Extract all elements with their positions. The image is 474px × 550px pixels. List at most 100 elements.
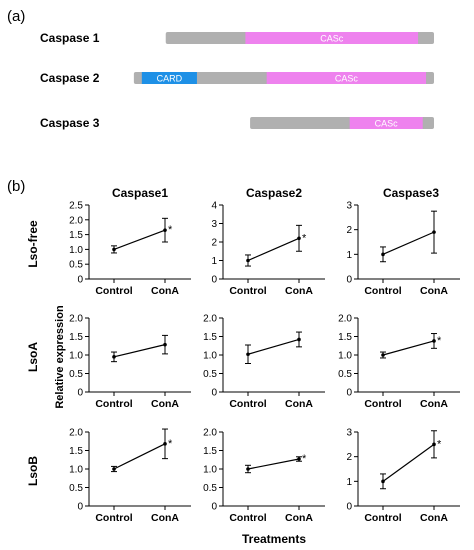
data-point-control-lsoa-caspase1 bbox=[112, 355, 116, 359]
protein-label-caspase-1: Caspase 1 bbox=[40, 31, 100, 45]
x-tick-label-control-lso-free-caspase1: Control bbox=[95, 285, 132, 297]
series-line-lsob-caspase2 bbox=[247, 458, 300, 470]
y-tick-label-lsoa-caspase3-4: 2.0 bbox=[338, 314, 352, 325]
y-tick-label-lso-free-caspase3-0: 0 bbox=[346, 275, 352, 286]
data-point-cona-lso-free-caspase2 bbox=[297, 236, 301, 241]
significance-mark-lsob-caspase3: * bbox=[437, 438, 442, 450]
x-tick-label-cona-lsob-caspase3: ConA bbox=[420, 512, 448, 524]
y-tick-label-lsob-caspase2-4: 2.0 bbox=[203, 428, 217, 439]
y-tick-label-lsob-caspase1-4: 2.0 bbox=[69, 428, 83, 439]
y-tick-label-lsob-caspase1-1: 0.5 bbox=[69, 483, 83, 494]
y-tick-label-lso-free-caspase3-2: 2 bbox=[346, 225, 352, 236]
data-point-control-lso-free-caspase1 bbox=[112, 247, 116, 252]
y-tick-label-lso-free-caspase1-0: 0 bbox=[77, 275, 83, 286]
y-tick-label-lsoa-caspase1-2: 1.0 bbox=[69, 351, 83, 362]
plot-lsob-caspase2: 0 0.5 1.0 1.5 2.0 Control ConA * bbox=[203, 428, 325, 524]
x-tick-label-cona-lsoa-caspase1: ConA bbox=[151, 398, 179, 410]
data-point-cona-lsob-caspase3 bbox=[432, 442, 436, 447]
panel-b-label: (b) bbox=[7, 178, 25, 195]
data-point-cona-lsoa-caspase2 bbox=[297, 337, 301, 342]
y-tick-label-lsob-caspase2-2: 1.0 bbox=[203, 465, 217, 476]
y-tick-label-lsob-caspase2-0: 0 bbox=[211, 502, 217, 513]
y-tick-label-lsob-caspase3-0: 0 bbox=[346, 502, 352, 513]
domain-label-card-caspase-2: CARD bbox=[157, 74, 183, 84]
x-tick-label-control-lsoa-caspase3: Control bbox=[364, 398, 401, 410]
column-title-caspase1: Caspase1 bbox=[112, 186, 168, 200]
significance-mark-lso-free-caspase2: * bbox=[302, 232, 307, 244]
plot-lso-free-caspase1: 0 0.5 1.0 1.5 2.0 2.5 Control ConA * bbox=[69, 201, 191, 297]
data-point-cona-lsob-caspase2 bbox=[297, 457, 301, 461]
domain-label-casc-caspase-1: CASc bbox=[320, 34, 344, 44]
domain-casc-caspase-1 bbox=[245, 32, 419, 44]
significance-mark-lsob-caspase2: * bbox=[302, 453, 307, 465]
series-line-lsoa-caspase3 bbox=[382, 340, 435, 356]
y-tick-label-lso-free-caspase2-0: 0 bbox=[211, 275, 217, 286]
data-point-control-lsob-caspase3 bbox=[381, 479, 385, 484]
row-title-lso-free: Lso-free bbox=[26, 220, 40, 268]
domain-casc-caspase-2 bbox=[266, 72, 427, 84]
x-tick-label-control-lsob-caspase2: Control bbox=[229, 512, 266, 524]
data-point-control-lsob-caspase1 bbox=[112, 467, 116, 471]
significance-mark-lsoa-caspase3: * bbox=[437, 335, 442, 347]
plot-lso-free-caspase2: 0 1 2 3 4 Control ConA * bbox=[211, 201, 325, 297]
y-tick-label-lso-free-caspase1-4: 2.0 bbox=[69, 215, 83, 226]
domain-casc-caspase-3 bbox=[349, 117, 423, 129]
data-point-control-lso-free-caspase3 bbox=[381, 252, 385, 257]
y-tick-label-lsob-caspase3-2: 2 bbox=[346, 452, 352, 463]
y-tick-label-lsoa-caspase3-2: 1.0 bbox=[338, 351, 352, 362]
y-tick-label-lsob-caspase1-2: 1.0 bbox=[69, 465, 83, 476]
y-tick-label-lsob-caspase1-3: 1.5 bbox=[69, 446, 83, 457]
x-tick-label-cona-lsob-caspase1: ConA bbox=[151, 512, 179, 524]
row-title-lsob: LsoB bbox=[26, 456, 40, 486]
x-tick-label-cona-lsoa-caspase3: ConA bbox=[420, 398, 448, 410]
x-tick-label-control-lso-free-caspase2: Control bbox=[229, 285, 266, 297]
x-tick-label-cona-lsoa-caspase2: ConA bbox=[285, 398, 313, 410]
x-tick-label-cona-lsob-caspase2: ConA bbox=[285, 512, 313, 524]
data-point-cona-lsob-caspase1 bbox=[163, 442, 167, 446]
x-tick-label-cona-lso-free-caspase1: ConA bbox=[151, 285, 179, 297]
x-tick-label-control-lsob-caspase1: Control bbox=[95, 512, 132, 524]
data-point-control-lso-free-caspase2 bbox=[246, 258, 250, 263]
y-tick-label-lsoa-caspase2-4: 2.0 bbox=[203, 314, 217, 325]
y-tick-label-lsob-caspase2-1: 0.5 bbox=[203, 483, 217, 494]
y-tick-label-lsoa-caspase3-0: 0 bbox=[346, 388, 352, 399]
plot-lsob-caspase1: 0 0.5 1.0 1.5 2.0 Control ConA * bbox=[69, 428, 191, 524]
x-tick-label-control-lsoa-caspase1: Control bbox=[95, 398, 132, 410]
protein-label-caspase-3: Caspase 3 bbox=[40, 116, 100, 130]
y-tick-label-lsoa-caspase2-0: 0 bbox=[211, 388, 217, 399]
y-tick-label-lso-free-caspase2-3: 3 bbox=[211, 219, 217, 230]
y-axis-label: Relative expression bbox=[54, 305, 66, 409]
panel-a-label: (a) bbox=[7, 8, 25, 25]
y-tick-label-lsoa-caspase2-1: 0.5 bbox=[203, 369, 217, 380]
y-tick-label-lsoa-caspase1-3: 1.5 bbox=[69, 332, 83, 343]
row-title-lsoa: LsoA bbox=[26, 342, 40, 372]
series-line-lsoa-caspase2 bbox=[247, 338, 300, 355]
series-line-lsob-caspase1 bbox=[113, 443, 166, 470]
y-tick-label-lsoa-caspase3-3: 1.5 bbox=[338, 332, 352, 343]
x-tick-label-cona-lso-free-caspase2: ConA bbox=[285, 285, 313, 297]
column-title-caspase3: Caspase3 bbox=[383, 186, 439, 200]
plot-lsob-caspase3: 0 1 2 3 Control ConA * bbox=[346, 428, 460, 524]
y-tick-label-lso-free-caspase2-1: 1 bbox=[211, 256, 217, 267]
y-tick-label-lsob-caspase3-3: 3 bbox=[346, 428, 352, 439]
y-tick-label-lsoa-caspase1-4: 2.0 bbox=[69, 314, 83, 325]
series-line-lso-free-caspase2 bbox=[247, 237, 300, 262]
y-tick-label-lsoa-caspase2-3: 1.5 bbox=[203, 332, 217, 343]
data-point-cona-lso-free-caspase3 bbox=[432, 230, 436, 234]
significance-mark-lsob-caspase1: * bbox=[168, 438, 173, 450]
y-tick-label-lsoa-caspase3-1: 0.5 bbox=[338, 369, 352, 380]
x-tick-label-control-lsob-caspase3: Control bbox=[364, 512, 401, 524]
plot-lsoa-caspase2: 0 0.5 1.0 1.5 2.0 Control ConA bbox=[203, 314, 325, 410]
y-tick-label-lsob-caspase1-0: 0 bbox=[77, 502, 83, 513]
data-point-cona-lsoa-caspase3 bbox=[432, 339, 436, 343]
x-axis-label: Treatments bbox=[242, 532, 306, 546]
protein-label-caspase-2: Caspase 2 bbox=[40, 71, 100, 85]
y-tick-label-lso-free-caspase1-5: 2.5 bbox=[69, 201, 83, 212]
plot-lso-free-caspase3: 0 1 2 3 Control ConA bbox=[346, 201, 460, 297]
data-point-control-lsoa-caspase2 bbox=[246, 352, 250, 357]
series-line-lso-free-caspase1 bbox=[113, 229, 166, 250]
x-tick-label-control-lsoa-caspase2: Control bbox=[229, 398, 266, 410]
plot-lsoa-caspase1: 0 0.5 1.0 1.5 2.0 Control ConA bbox=[69, 314, 191, 410]
series-line-lsoa-caspase1 bbox=[113, 344, 166, 358]
